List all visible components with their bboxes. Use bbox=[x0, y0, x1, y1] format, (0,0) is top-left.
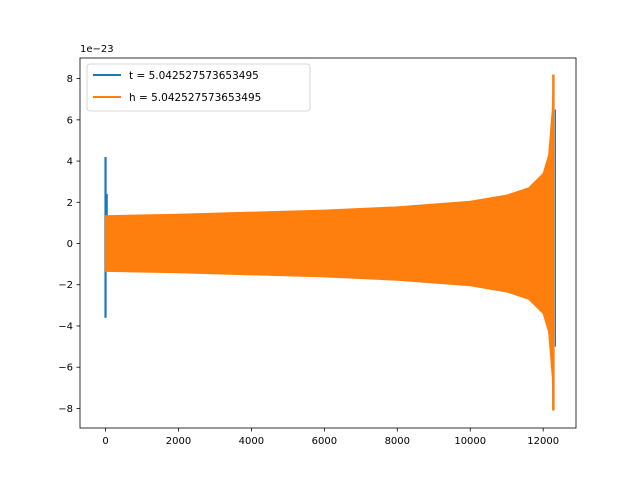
x-tick-label: 12000 bbox=[527, 436, 559, 447]
legend: t = 5.042527573653495 h = 5.042527573653… bbox=[86, 63, 311, 112]
x-tick-label: 0 bbox=[102, 436, 108, 447]
y-tick-label: 6 bbox=[67, 115, 73, 126]
axes-frame bbox=[79, 57, 577, 429]
y-tick-label: 8 bbox=[67, 74, 73, 85]
y-tick-label: −4 bbox=[58, 321, 73, 332]
y-tick-label: −8 bbox=[58, 404, 73, 415]
legend-label-series-t: t = 5.042527573653495 bbox=[129, 70, 259, 82]
y-tick-label: −2 bbox=[58, 280, 73, 291]
x-tick-label: 8000 bbox=[385, 436, 410, 447]
y-tick-label: −6 bbox=[58, 363, 73, 374]
x-tick-label: 10000 bbox=[454, 436, 486, 447]
y-tick-label: 4 bbox=[67, 157, 73, 168]
x-axis: 0 2000 4000 6000 8000 10000 12000 bbox=[102, 428, 559, 447]
x-tick-label: 6000 bbox=[312, 436, 337, 447]
y-offset-text: 1e−23 bbox=[80, 44, 114, 55]
plot-area bbox=[104, 74, 556, 411]
y-tick-label: 0 bbox=[67, 239, 73, 250]
x-tick-label: 2000 bbox=[166, 436, 191, 447]
y-tick-label: 2 bbox=[67, 198, 73, 209]
x-tick-label: 4000 bbox=[239, 436, 264, 447]
legend-box bbox=[86, 63, 311, 112]
y-axis: −8 −6 −4 −2 0 2 4 6 8 bbox=[58, 74, 80, 415]
legend-label-series-h: h = 5.042527573653495 bbox=[129, 92, 261, 104]
